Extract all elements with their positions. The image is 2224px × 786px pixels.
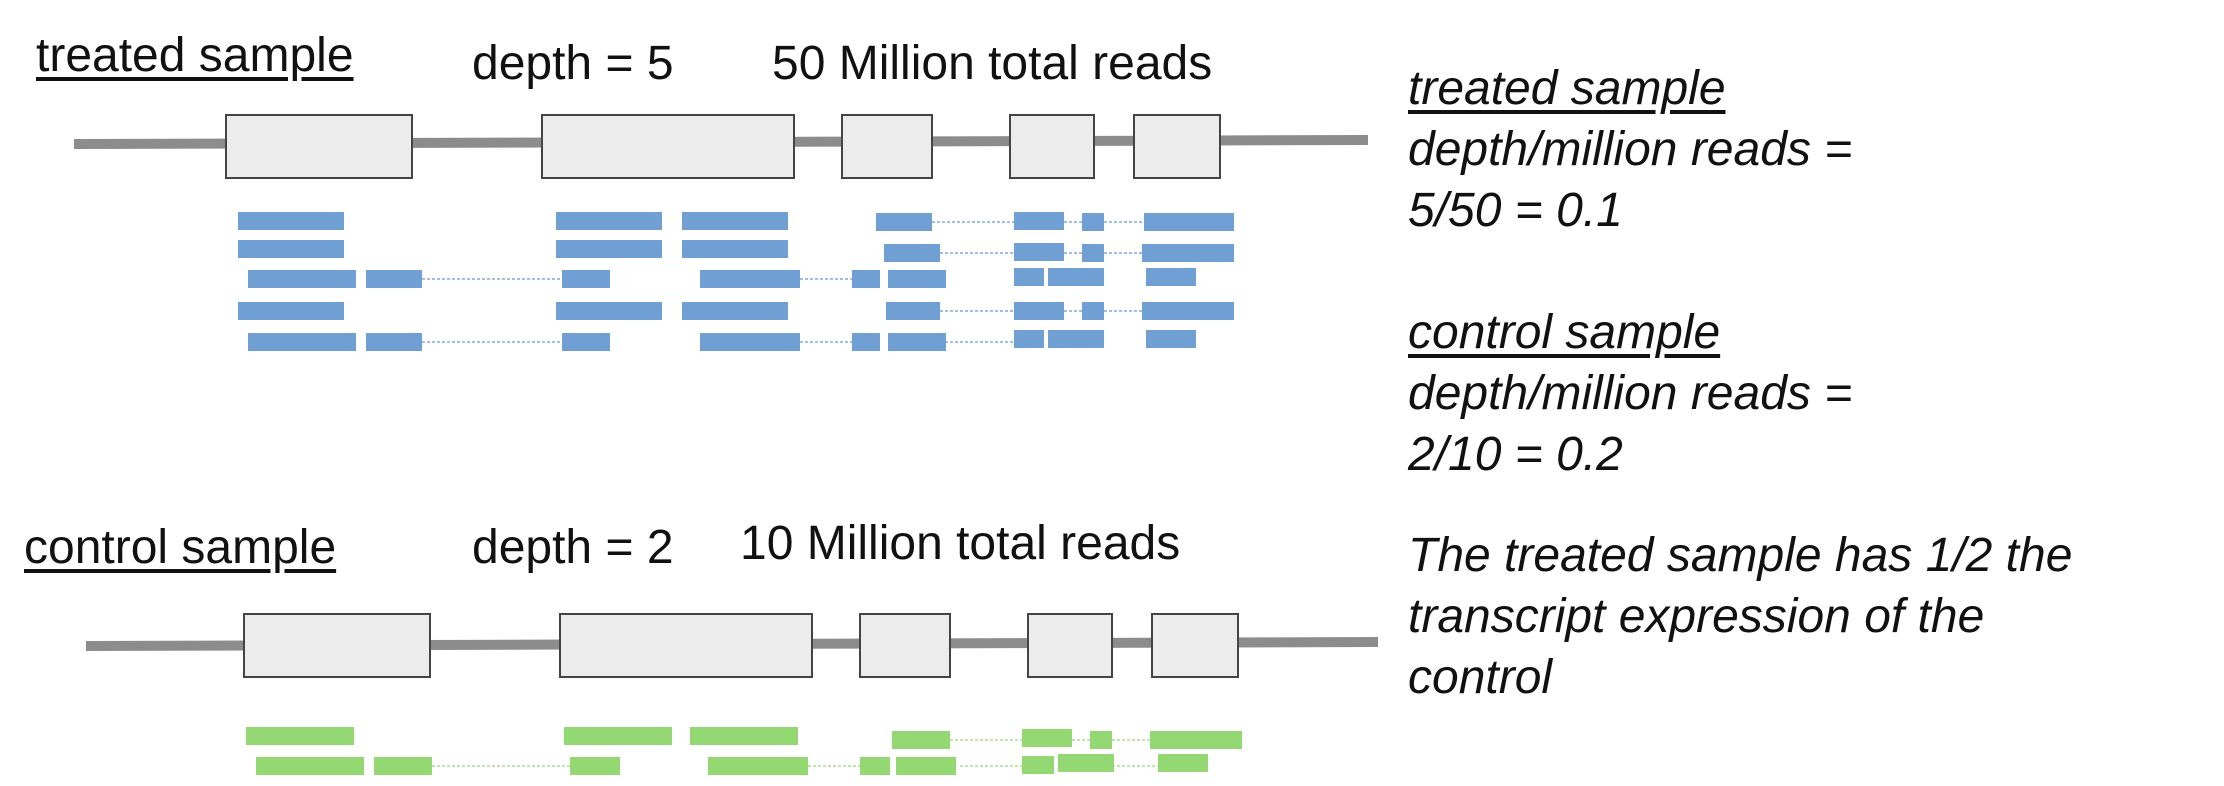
control-read — [690, 727, 798, 745]
treated-reads — [238, 212, 1234, 351]
treated-read — [1082, 302, 1104, 320]
treated-read — [876, 213, 932, 231]
treated-read — [366, 270, 422, 288]
control-read — [246, 727, 354, 745]
control-read — [1090, 731, 1112, 749]
treated-read — [1014, 302, 1064, 320]
note-conclusion-line3: control — [1408, 651, 1553, 704]
control-read — [1150, 731, 1242, 749]
treated-read — [556, 240, 662, 258]
control-read — [1058, 754, 1114, 772]
control-read — [564, 727, 672, 745]
treated-read — [562, 270, 610, 288]
treated-read — [852, 333, 880, 351]
control-read — [1158, 754, 1208, 772]
treated-junction-lines — [422, 221, 1144, 343]
treated-depth-label: depth = 5 — [472, 37, 674, 90]
treated-read — [888, 333, 946, 351]
note-control-line2: 2/10 = 0.2 — [1408, 428, 1623, 481]
control-read — [256, 757, 364, 775]
control-total-reads-label: 10 Million total reads — [740, 517, 1181, 570]
treated-read — [1146, 268, 1196, 286]
control-depth-label: depth = 2 — [472, 521, 674, 574]
treated-sample-title: treated sample — [36, 29, 354, 82]
treated-read — [1048, 268, 1104, 286]
control-read — [570, 757, 620, 775]
treated-read — [1146, 330, 1196, 348]
control-read — [1022, 729, 1072, 747]
treated-read — [700, 333, 800, 351]
control-exon-3 — [859, 613, 951, 678]
treated-read — [1082, 213, 1104, 231]
treated-exon-3 — [841, 114, 933, 179]
treated-read — [556, 212, 662, 230]
treated-read — [884, 244, 940, 262]
treated-read — [1082, 244, 1104, 262]
control-exon-2 — [559, 613, 813, 678]
control-read — [708, 757, 808, 775]
notes-panel: treated sample depth/million reads = 5/5… — [1408, 58, 2072, 708]
treated-exon-5 — [1133, 114, 1221, 179]
control-read — [896, 757, 956, 775]
control-gene-model — [85, 613, 1379, 678]
treated-read — [366, 333, 422, 351]
treated-read — [248, 333, 356, 351]
treated-read — [682, 240, 788, 258]
control-read — [374, 757, 432, 775]
note-treated-line2: 5/50 = 0.1 — [1408, 184, 1623, 237]
note-treated-line1: depth/million reads = — [1408, 123, 1853, 176]
control-read — [860, 757, 890, 775]
treated-read — [682, 212, 788, 230]
control-exon-1 — [243, 613, 431, 678]
treated-read — [1014, 330, 1044, 348]
treated-read — [1014, 212, 1064, 230]
treated-read — [1014, 268, 1044, 286]
treated-read — [1144, 213, 1234, 231]
treated-read — [1048, 330, 1104, 348]
treated-read — [556, 302, 662, 320]
treated-read — [238, 212, 344, 230]
control-junction-lines — [432, 739, 1158, 767]
control-read — [892, 731, 950, 749]
note-control-heading: control sample — [1408, 306, 1721, 359]
control-exon-5 — [1151, 613, 1239, 678]
treated-exon-4 — [1009, 114, 1095, 179]
treated-read — [562, 333, 610, 351]
treated-read — [886, 302, 940, 320]
treated-read — [238, 240, 344, 258]
note-control-line1: depth/million reads = — [1408, 367, 1853, 420]
treated-total-reads-label: 50 Million total reads — [772, 37, 1213, 90]
treated-read — [238, 302, 344, 320]
treated-read — [700, 270, 800, 288]
control-reads — [246, 727, 1242, 775]
treated-read — [248, 270, 356, 288]
treated-gene-model — [73, 114, 1369, 179]
control-read — [1022, 756, 1054, 774]
note-conclusion-line2: transcript expression of the — [1408, 590, 1985, 643]
treated-read — [1142, 244, 1234, 262]
note-treated-heading: treated sample — [1408, 62, 1726, 115]
treated-read — [852, 270, 880, 288]
note-conclusion-line1: The treated sample has 1/2 the — [1408, 529, 2073, 582]
control-sample-title: control sample — [24, 521, 337, 574]
treated-read — [1014, 243, 1064, 261]
treated-read — [682, 302, 788, 320]
treated-exon-1 — [225, 114, 413, 179]
control-exon-4 — [1027, 613, 1113, 678]
treated-read — [888, 270, 946, 288]
treated-read — [1142, 302, 1234, 320]
treated-exon-2 — [541, 114, 795, 179]
